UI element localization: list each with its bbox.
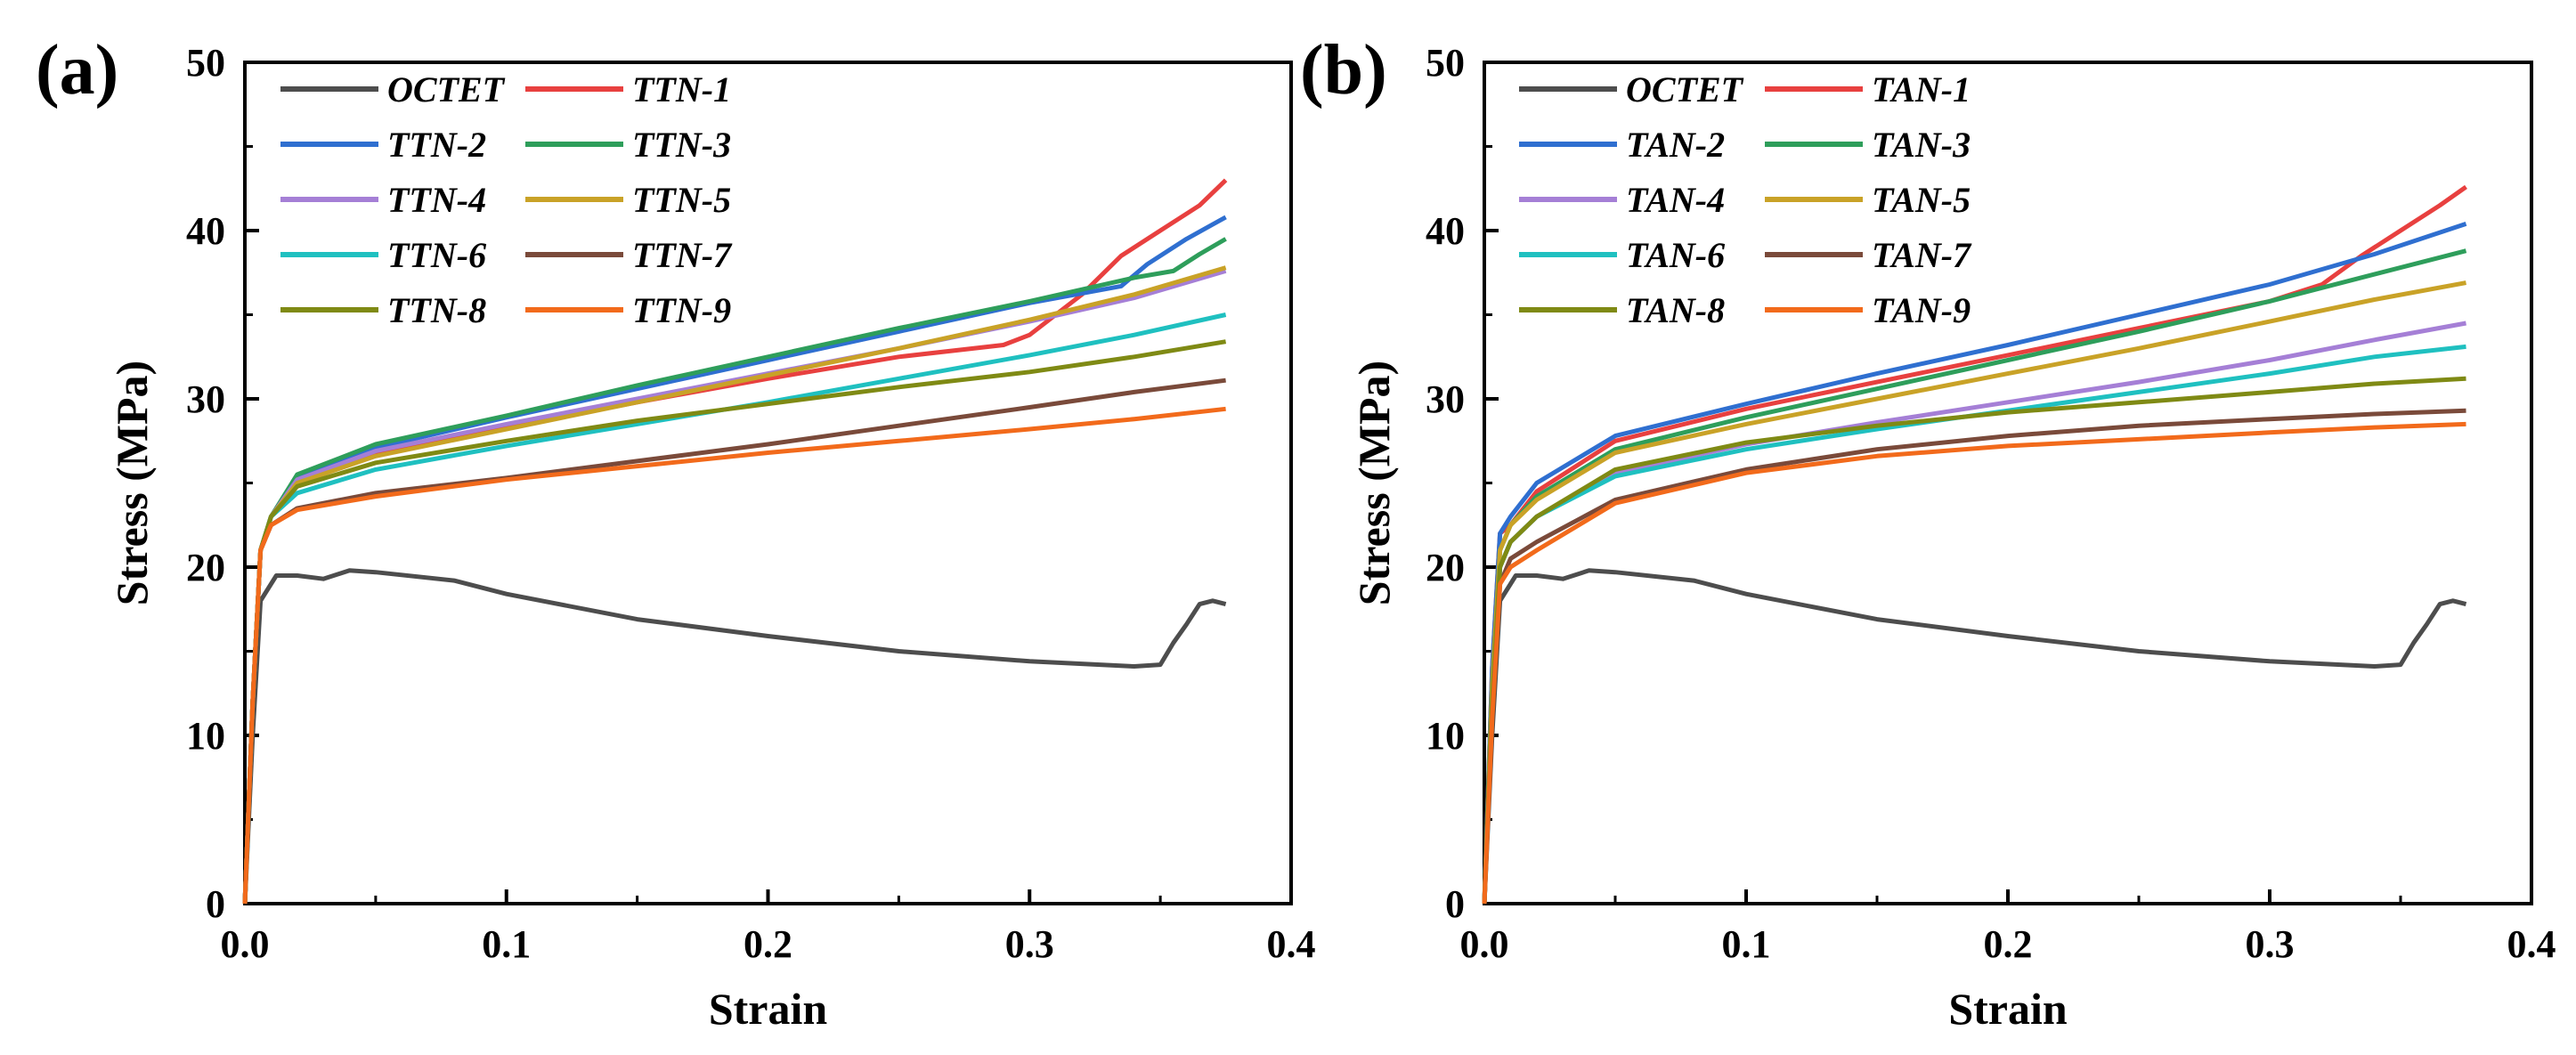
y-axis-title: Stress (MPa) [1349,361,1399,605]
series-line-tan-2 [1482,222,2467,905]
x-tick-label: 0.4 [2507,922,2556,966]
series-line-octet [1482,568,2467,905]
panel-label: (b) [1300,31,1387,110]
panel-label: (a) [36,31,118,110]
y-tick-label: 0 [1445,882,1465,926]
legend-label-tan-1: TAN-1 [1872,69,1971,110]
y-tick-label: 10 [186,714,225,758]
legend-label-octet: OCTET [1626,69,1744,110]
legend-label-ttn-7: TTN-7 [632,235,733,275]
legend-label-tan-8: TAN-8 [1626,290,1725,330]
x-axis-title: Strain [1948,984,2068,1034]
legend-label-ttn-2: TTN-2 [387,125,486,165]
legend-label-ttn-3: TTN-3 [632,125,731,165]
y-tick-label: 30 [186,377,225,421]
legend-label-ttn-8: TTN-8 [387,290,486,330]
legend: OCTET TAN-1 TAN-2 TAN-3 TAN-4 TAN-5 TAN-6 TAN-7… [1519,69,1972,330]
series-line-tan-8 [1482,376,2466,905]
x-tick-label: 0.2 [1984,922,2033,966]
x-tick-label: 0.3 [1005,922,1054,966]
series-line-tan-7 [1482,408,2466,905]
y-axis-title: Stress (MPa) [107,361,157,605]
series-line-tan-4 [1482,321,2466,905]
legend-label-tan-6: TAN-6 [1626,235,1725,275]
x-tick-label: 0.0 [221,922,270,966]
series-line-ttn-3 [242,237,1227,905]
y-tick-label: 20 [1426,546,1465,589]
series-line-ttn-9 [242,406,1226,905]
y-tick-label: 20 [186,546,225,589]
panel-b: (b) 0.0 0.1 0.2 0.3 0.4 0 10 20 30 40 50 Strain Stres… [1300,31,2556,1034]
x-axis-title: Strain [709,984,828,1034]
y-tick-label: 40 [186,209,225,253]
x-tick-label: 0.4 [1267,922,1316,966]
legend-label-ttn-1: TTN-1 [632,69,731,110]
legend: OCTET TTN-1 TTN-2 TTN-3 TTN-4 TTN-5 TTN-6 TTN-7… [280,69,733,330]
legend-label-ttn-4: TTN-4 [387,180,486,220]
legend-label-tan-4: TAN-4 [1626,180,1725,220]
legend-label-octet: OCTET [387,69,506,110]
x-tick-label: 0.1 [482,922,531,966]
series-line-tan-1 [1482,184,2467,905]
legend-label-ttn-6: TTN-6 [387,235,486,275]
y-tick-label: 10 [1426,714,1465,758]
legend-label-tan-3: TAN-3 [1872,125,1971,165]
y-tick-label: 40 [1426,209,1465,253]
y-tick-label: 50 [1426,41,1465,85]
series-line-octet [242,568,1227,905]
x-tick-label: 0.3 [2246,922,2295,966]
x-tick-label: 0.0 [1460,922,1509,966]
legend-label-ttn-5: TTN-5 [632,180,731,220]
y-tick-label: 30 [1426,377,1465,421]
legend-label-tan-7: TAN-7 [1872,235,1972,275]
series-line-ttn-6 [242,312,1227,905]
legend-label-tan-2: TAN-2 [1626,125,1725,165]
panel-a: (a) 0.0 0.1 0.2 0.3 0.4 0 10 20 30 40 50 Strain Stres… [36,31,1316,1034]
legend-label-tan-9: TAN-9 [1872,290,1971,330]
series-line-tan-5 [1482,280,2466,905]
y-tick-label: 50 [186,41,225,85]
legend-label-ttn-9: TTN-9 [632,290,731,330]
x-tick-label: 0.2 [744,922,792,966]
series-line-tan-9 [1482,421,2466,905]
y-tick-label: 0 [206,882,225,926]
legend-label-tan-5: TAN-5 [1872,180,1971,220]
x-tick-label: 0.1 [1722,922,1771,966]
